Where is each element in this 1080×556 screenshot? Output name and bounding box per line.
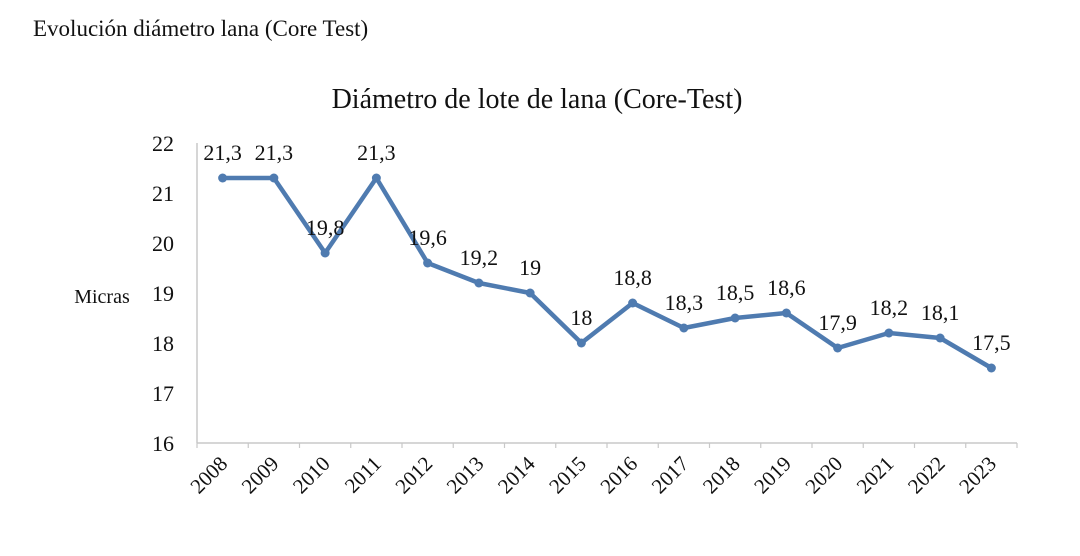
data-point [679,323,689,333]
y-tick-label: 20 [152,231,174,256]
y-tick-label: 21 [152,181,174,206]
data-point [986,363,996,373]
y-tick-label: 18 [152,331,174,356]
x-tick-label: 2015 [544,452,591,499]
x-tick-label: 2019 [749,452,796,499]
data-point [576,338,586,348]
data-label: 18,8 [613,265,652,290]
x-tick-label: 2023 [954,452,1001,499]
series-line [220,175,994,371]
page-heading: Evolución diámetro lana (Core Test) [33,16,369,41]
axes [196,143,1017,444]
data-label: 18,5 [716,280,755,305]
data-label: 18 [570,305,592,330]
x-axis-ticks: 2008 2009 2010 2011 2012 2013 2014 2015 2016 2017… [185,443,1018,499]
data-labels: 21,3 21,3 19,8 21,3 19,6 19,2 19 18 18,8 18,3 18,5… [203,140,1010,355]
x-tick-label: 2014 [493,451,540,498]
data-label: 21,3 [357,140,396,165]
data-point [423,258,433,268]
y-tick-label: 19 [152,281,174,306]
x-tick-label: 2009 [237,452,284,499]
data-label: 17,9 [818,310,857,335]
x-tick-label: 2022 [903,452,950,499]
data-point [628,298,638,308]
data-point [218,173,228,183]
data-point [781,308,791,318]
data-point [474,278,484,288]
data-label: 17,5 [972,330,1011,355]
x-tick-label: 2020 [800,452,847,499]
data-label: 21,3 [203,140,242,165]
data-point [525,288,535,298]
data-label: 21,3 [255,140,294,165]
y-tick-label: 17 [152,381,174,406]
data-label: 19,8 [306,215,345,240]
x-tick-label: 2016 [595,452,642,499]
x-tick-label: 2010 [288,452,335,499]
y-axis-ticks: 16 17 18 19 20 21 22 [152,131,174,456]
data-label: 18,2 [870,295,909,320]
data-label: 19 [519,255,541,280]
data-label: 18,3 [665,290,704,315]
data-point [730,313,740,323]
data-label: 18,1 [921,300,960,325]
data-point [320,248,330,258]
y-tick-label: 16 [152,431,174,456]
data-point [269,173,279,183]
x-tick-label: 2013 [442,452,489,499]
chart-title: Diámetro de lote de lana (Core-Test) [332,84,743,115]
x-tick-label: 2012 [390,452,437,499]
y-axis-label: Micras [74,286,130,308]
data-label: 19,2 [460,245,499,270]
data-point [371,173,381,183]
x-tick-label: 2018 [698,452,745,499]
data-point [935,333,945,343]
x-tick-label: 2011 [340,452,386,498]
y-tick-label: 22 [152,131,174,156]
x-tick-label: 2017 [647,452,694,499]
x-tick-label: 2021 [852,452,899,499]
data-label: 18,6 [767,275,806,300]
data-label: 19,6 [408,225,447,250]
series-group [218,173,996,373]
x-tick-label: 2008 [185,452,232,499]
data-point [833,343,843,353]
data-point [884,328,894,338]
